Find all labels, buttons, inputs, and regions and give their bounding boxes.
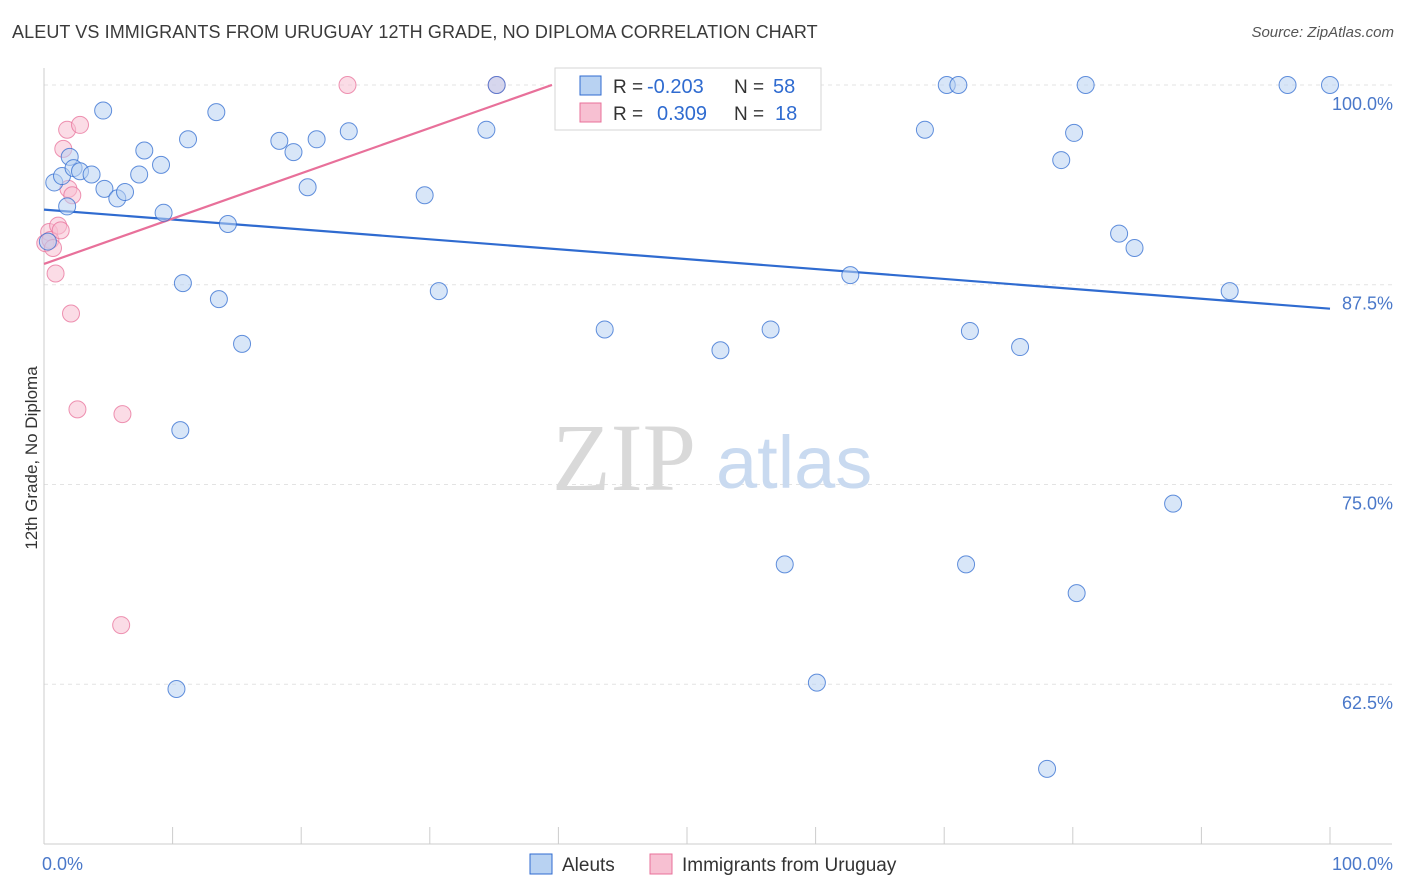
y-axis-title: 12th Grade, No Diploma bbox=[22, 366, 41, 550]
point-uruguay bbox=[113, 405, 132, 424]
stats-n-label: N = bbox=[734, 77, 764, 98]
stats-r-label: R = bbox=[613, 104, 643, 125]
point-aleuts bbox=[94, 101, 113, 120]
point-aleuts bbox=[284, 143, 303, 162]
trend-line-uruguay bbox=[43, 83, 553, 265]
legend-swatch-aleuts bbox=[529, 853, 553, 875]
point-aleuts bbox=[429, 282, 448, 301]
point-aleuts bbox=[339, 122, 358, 141]
point-aleuts bbox=[218, 214, 237, 233]
point-aleuts bbox=[949, 75, 968, 94]
stats-r-value: 0.309 bbox=[657, 103, 707, 125]
point-aleuts bbox=[130, 165, 149, 184]
point-aleuts bbox=[1125, 238, 1144, 257]
y-tick-label: 75.0% bbox=[1342, 493, 1393, 513]
trend-lines bbox=[43, 83, 1331, 310]
chart-title: ALEUT VS IMMIGRANTS FROM URUGUAY 12TH GR… bbox=[12, 22, 818, 42]
legend-label-uruguay: Immigrants from Uruguay bbox=[682, 855, 897, 876]
point-aleuts bbox=[116, 183, 135, 202]
point-aleuts bbox=[95, 179, 114, 198]
stats-swatch-uruguay bbox=[579, 102, 602, 123]
point-uruguay bbox=[71, 115, 90, 134]
watermark: ZIP atlas bbox=[552, 404, 872, 511]
point-aleuts bbox=[841, 266, 860, 285]
point-aleuts bbox=[1038, 759, 1057, 778]
point-aleuts bbox=[152, 155, 171, 174]
point-uruguay bbox=[51, 221, 70, 240]
stats-swatch-aleuts bbox=[579, 75, 602, 96]
axes bbox=[43, 68, 1392, 845]
point-aleuts bbox=[1321, 75, 1339, 94]
point-aleuts bbox=[711, 341, 730, 360]
x-tick-labels: 0.0% 100.0% bbox=[42, 854, 1393, 874]
point-aleuts bbox=[487, 75, 506, 94]
point-aleuts bbox=[807, 673, 826, 692]
point-aleuts bbox=[135, 141, 154, 160]
point-aleuts bbox=[270, 131, 289, 150]
x-tick-label: 0.0% bbox=[42, 854, 83, 874]
source-label: Source: ZipAtlas.com bbox=[1251, 24, 1394, 41]
point-aleuts bbox=[179, 130, 198, 149]
point-aleuts bbox=[1011, 338, 1030, 357]
y-tick-label: 100.0% bbox=[1332, 94, 1393, 114]
point-aleuts bbox=[595, 320, 614, 339]
point-aleuts bbox=[1220, 282, 1239, 301]
stats-legend: R = -0.203 N = 58 R = 0.309 N = 18 bbox=[554, 67, 822, 131]
point-aleuts bbox=[915, 120, 934, 139]
point-aleuts bbox=[761, 320, 780, 339]
point-aleuts bbox=[38, 232, 57, 251]
point-aleuts bbox=[58, 197, 77, 216]
legend: Aleuts Immigrants from Uruguay bbox=[529, 853, 897, 876]
stats-n-value: 58 bbox=[773, 76, 795, 98]
point-aleuts bbox=[233, 334, 252, 353]
point-aleuts bbox=[173, 274, 192, 293]
grid bbox=[44, 84, 1392, 685]
stats-r-label: R = bbox=[613, 77, 643, 98]
point-aleuts bbox=[298, 178, 317, 197]
point-aleuts bbox=[960, 322, 979, 341]
point-aleuts bbox=[957, 555, 976, 574]
point-aleuts bbox=[775, 555, 794, 574]
point-aleuts bbox=[209, 290, 228, 309]
point-aleuts bbox=[1110, 224, 1129, 243]
point-uruguay bbox=[68, 400, 87, 419]
stats-n-label: N = bbox=[734, 104, 764, 125]
point-aleuts bbox=[167, 679, 186, 698]
legend-label-aleuts: Aleuts bbox=[562, 855, 615, 876]
point-aleuts bbox=[1065, 123, 1084, 142]
point-aleuts bbox=[171, 421, 190, 440]
x-tick-label: 100.0% bbox=[1332, 854, 1393, 874]
point-aleuts bbox=[1278, 75, 1297, 94]
point-aleuts bbox=[1052, 151, 1071, 170]
point-aleuts bbox=[207, 103, 226, 122]
point-aleuts bbox=[307, 130, 326, 149]
point-aleuts bbox=[415, 186, 434, 205]
stats-n-value: 18 bbox=[775, 103, 797, 125]
y-tick-labels: 100.0% 87.5% 75.0% 62.5% bbox=[1332, 94, 1393, 713]
y-tick-label: 87.5% bbox=[1342, 294, 1393, 314]
point-uruguay bbox=[46, 264, 65, 283]
trend-line-aleuts bbox=[43, 208, 1331, 310]
point-uruguay bbox=[338, 75, 357, 94]
point-aleuts bbox=[1067, 584, 1086, 603]
data-points bbox=[36, 75, 1339, 778]
y-tick-label: 62.5% bbox=[1342, 693, 1393, 713]
watermark-atlas: atlas bbox=[716, 421, 872, 504]
legend-swatch-uruguay bbox=[649, 853, 673, 875]
stats-r-value: -0.203 bbox=[647, 76, 704, 98]
point-uruguay bbox=[62, 304, 81, 323]
point-aleuts bbox=[477, 120, 496, 139]
watermark-zip: ZIP bbox=[552, 404, 696, 511]
point-uruguay bbox=[112, 616, 131, 635]
point-aleuts bbox=[1076, 75, 1095, 94]
point-aleuts bbox=[1164, 494, 1183, 513]
point-aleuts bbox=[82, 165, 101, 184]
point-aleuts bbox=[154, 203, 173, 222]
